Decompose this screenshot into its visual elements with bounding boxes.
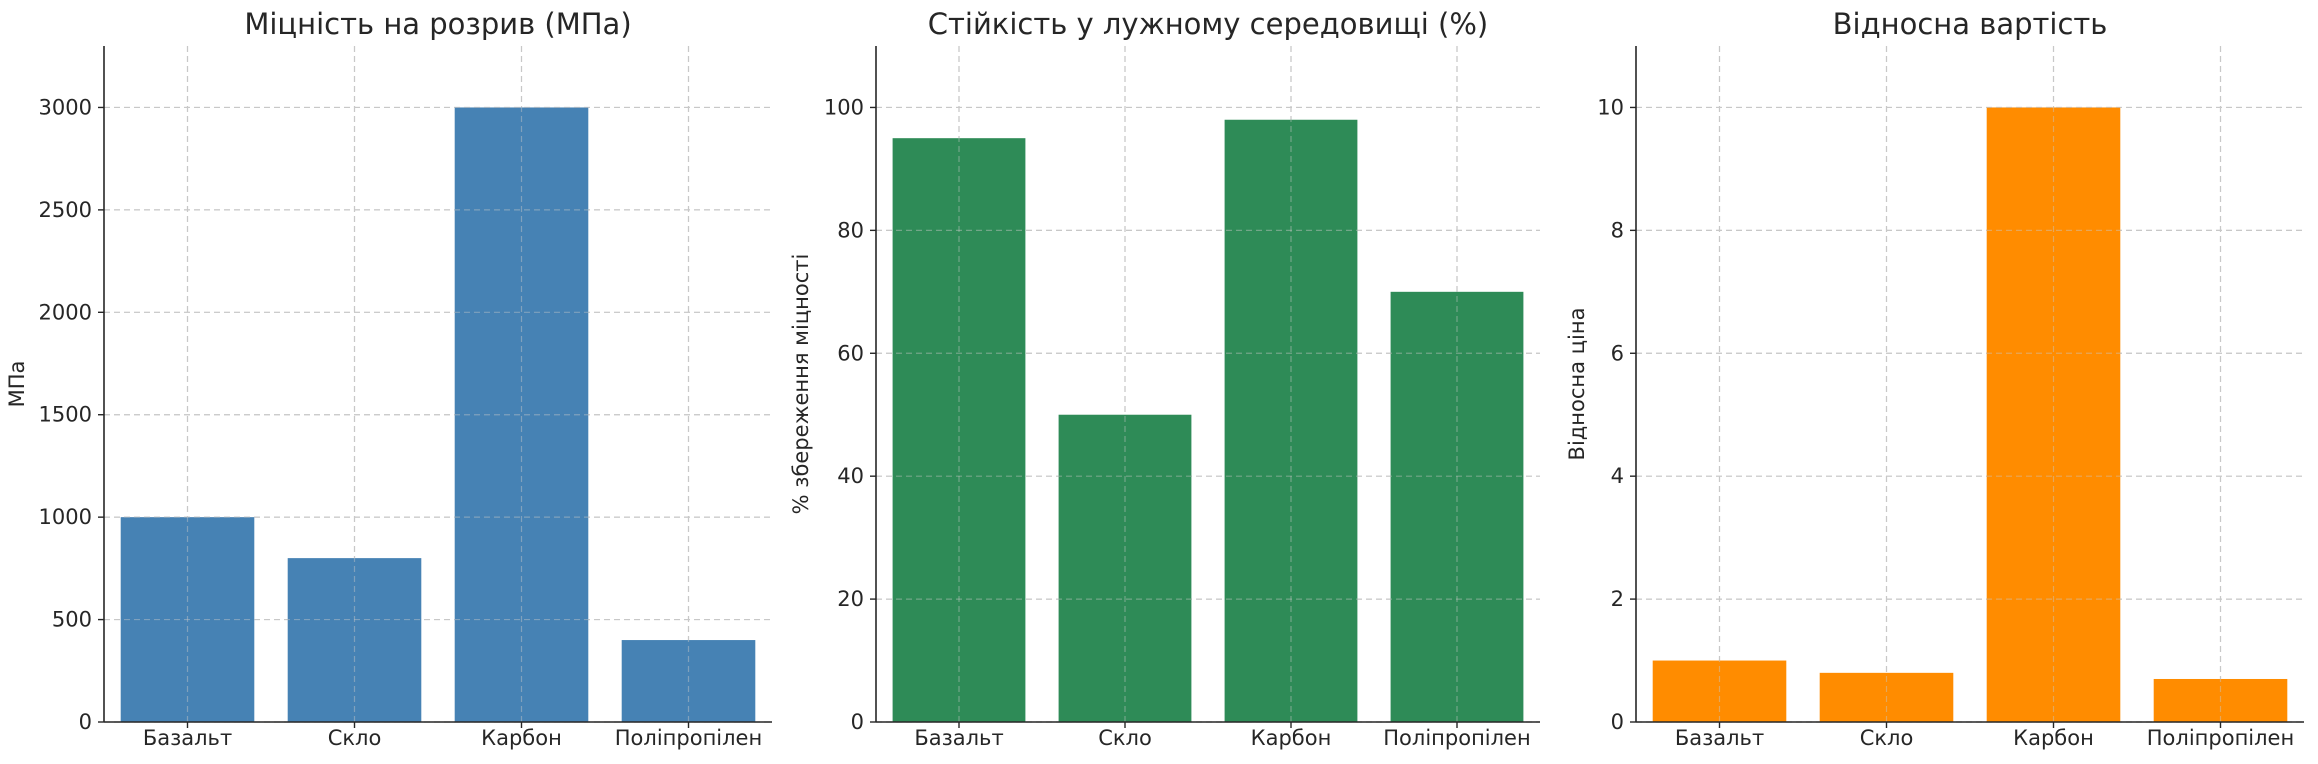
bar-2 [1058, 414, 1192, 722]
chart-title: Стійкість у лужному середовищі (%) [928, 7, 1488, 41]
x-tick-label: Скло [328, 726, 382, 750]
y-tick-label: 20 [837, 587, 864, 611]
x-tick-label: Скло [1098, 726, 1152, 750]
bar-3 [454, 107, 589, 723]
chart-title: Відносна вартість [1833, 7, 2108, 41]
x-tick-label: Поліпропілен [2147, 726, 2294, 750]
bar-1 [892, 138, 1026, 722]
y-tick-label: 2500 [39, 198, 92, 222]
chart-panel-3: 0 2 4 6 8 10 Базальт Скло Карбон Поліпропілен Відн… [1565, 7, 2304, 750]
x-tick-label: Базальт [143, 726, 232, 750]
y-tick-label: 2 [1611, 587, 1624, 611]
x-tick-label: Поліпропілен [615, 726, 762, 750]
bar-1 [1652, 660, 1787, 722]
y-tick-label: 40 [837, 464, 864, 488]
bar-3 [1986, 107, 2121, 723]
y-axis-label: МПа [5, 361, 29, 408]
y-tick-label: 0 [79, 710, 92, 734]
x-tick-label: Скло [1860, 726, 1914, 750]
chart-title: Міцність на розрив (МПа) [244, 7, 631, 41]
y-axis-label: % збереження міцності [789, 254, 813, 515]
y-tick-label: 10 [1597, 95, 1624, 119]
y-axis-label: Відносна ціна [1565, 308, 1589, 461]
x-tick-label: Карбон [2013, 726, 2094, 750]
bar-4 [621, 640, 756, 722]
x-tick-label: Поліпропілен [1383, 726, 1530, 750]
y-tick-label: 100 [824, 95, 864, 119]
bar-4 [2153, 678, 2288, 722]
y-tick-label: 3000 [39, 95, 92, 119]
y-tick-label: 6 [1611, 341, 1624, 365]
y-tick-label: 60 [837, 341, 864, 365]
y-tick-label: 8 [1611, 218, 1624, 242]
y-tick-label: 4 [1611, 464, 1624, 488]
bar-2 [1819, 672, 1954, 722]
y-tick-label: 500 [52, 608, 92, 632]
chart-panel-2: 0 20 40 60 80 100 Базальт Скло Карбон Поліпропіле… [789, 7, 1540, 750]
bar-4 [1390, 291, 1524, 722]
chart-panel-1: 0 500 1000 1500 2000 2500 3000 Базальт Скло Карбо… [5, 7, 772, 750]
y-tick-label: 0 [1611, 710, 1624, 734]
y-tick-label: 0 [851, 710, 864, 734]
x-tick-label: Базальт [914, 726, 1003, 750]
bar-2 [287, 558, 422, 722]
y-tick-label: 2000 [39, 300, 92, 324]
y-tick-label: 1000 [39, 505, 92, 529]
y-tick-label: 1500 [39, 403, 92, 427]
bar-1 [120, 517, 255, 722]
x-tick-label: Карбон [1251, 726, 1332, 750]
y-tick-label: 80 [837, 218, 864, 242]
x-tick-label: Базальт [1675, 726, 1764, 750]
bar-3 [1224, 119, 1358, 722]
x-tick-label: Карбон [481, 726, 562, 750]
